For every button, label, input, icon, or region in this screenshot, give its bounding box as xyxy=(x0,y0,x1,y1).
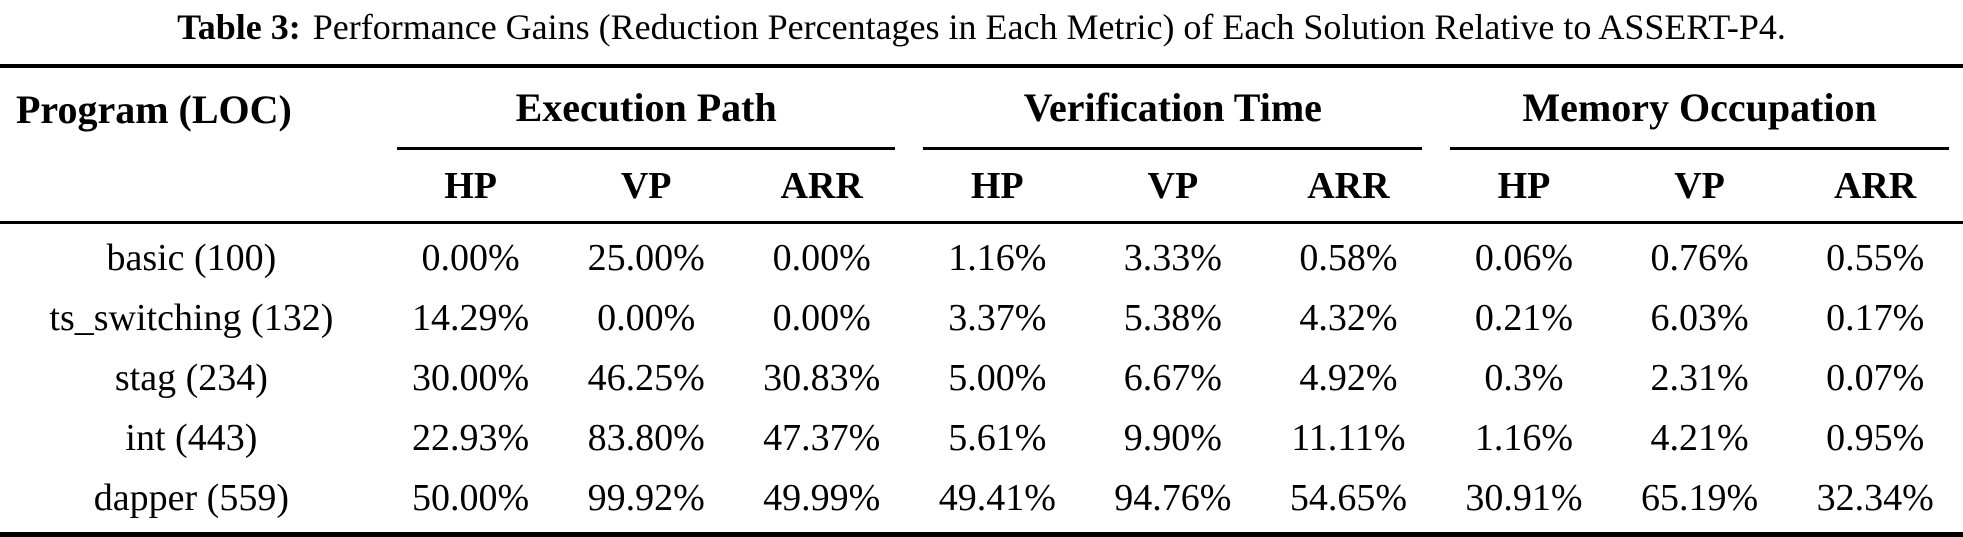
metric-cell: 14.29% xyxy=(412,297,530,339)
metric-cell: 25.00% xyxy=(587,237,705,279)
metric-cell: 0.95% xyxy=(1826,417,1925,459)
program-cell: basic (100) xyxy=(106,237,277,279)
execution-path-label: Execution Path xyxy=(515,85,777,130)
subheader-mo-hp: HP xyxy=(1436,150,1612,224)
metric-cell: 11.11% xyxy=(1291,417,1406,459)
metric-cell: 4.32% xyxy=(1299,297,1398,339)
metric-cell: 0.07% xyxy=(1826,357,1925,399)
metric-cell: 50.00% xyxy=(412,477,530,519)
metric-cell: 0.00% xyxy=(421,237,520,279)
metric-cell: 1.16% xyxy=(948,237,1047,279)
metric-cell: 6.67% xyxy=(1123,357,1222,399)
metric-cell: 83.80% xyxy=(587,417,705,459)
group-header-memory-occupation: Memory Occupation xyxy=(1436,66,1963,150)
table-row-ts-switching: ts_switching (132) 14.29% 0.00% 0.00% 3.… xyxy=(0,288,1963,348)
memory-occupation-label: Memory Occupation xyxy=(1522,85,1877,130)
metric-cell: 0.3% xyxy=(1484,357,1564,399)
table-caption-text: Performance Gains (Reduction Percentages… xyxy=(312,7,1786,47)
verification-time-label: Verification Time xyxy=(1023,85,1322,130)
metric-cell: 30.83% xyxy=(763,357,881,399)
group-header-execution-path: Execution Path xyxy=(383,66,910,150)
metric-cell: 47.37% xyxy=(763,417,881,459)
table-row-dapper: dapper (559) 50.00% 99.92% 49.99% 49.41%… xyxy=(0,468,1963,535)
metric-cell: 5.61% xyxy=(948,417,1047,459)
metric-cell: 3.33% xyxy=(1123,237,1222,279)
metric-cell: 46.25% xyxy=(587,357,705,399)
subcolumn-header-row: HP VP ARR HP VP ARR HP VP ARR xyxy=(0,150,1963,224)
metric-cell: 6.03% xyxy=(1650,297,1749,339)
program-cell: int (443) xyxy=(125,417,258,459)
program-column-header: Program (LOC) xyxy=(0,66,383,224)
metric-cell: 5.38% xyxy=(1123,297,1222,339)
subheader-mo-arr: ARR xyxy=(1787,150,1963,224)
subheader-vt-arr: ARR xyxy=(1260,150,1437,224)
metric-cell: 94.76% xyxy=(1114,477,1232,519)
program-cell: ts_switching (132) xyxy=(49,297,334,339)
metric-cell: 9.90% xyxy=(1123,417,1222,459)
metric-cell: 0.58% xyxy=(1299,237,1398,279)
metric-cell: 0.21% xyxy=(1474,297,1574,339)
table-row-basic: basic (100) 0.00% 25.00% 0.00% 1.16% 3.3… xyxy=(0,223,1963,289)
program-cell: dapper (559) xyxy=(93,477,289,519)
metric-cell: 49.41% xyxy=(938,477,1056,519)
metric-cell: 0.00% xyxy=(597,297,696,339)
execution-path-rule: Execution Path xyxy=(396,68,896,150)
subheader-ep-hp: HP xyxy=(382,150,559,224)
metric-cell: 32.34% xyxy=(1816,477,1934,519)
metric-cell: 4.92% xyxy=(1299,357,1398,399)
metric-cell: 0.76% xyxy=(1650,237,1749,279)
subheader-vt-vp: VP xyxy=(1085,150,1261,224)
table-row-int: int (443) 22.93% 83.80% 47.37% 5.61% 9.9… xyxy=(0,408,1963,468)
metric-cell: 4.21% xyxy=(1650,417,1749,459)
verification-time-rule: Verification Time xyxy=(923,68,1423,150)
metric-cell: 65.19% xyxy=(1640,477,1759,519)
subheader-ep-arr: ARR xyxy=(733,150,910,224)
metric-cell: 0.55% xyxy=(1826,237,1925,279)
metric-cell: 30.91% xyxy=(1465,477,1583,519)
program-cell: stag (234) xyxy=(114,357,268,399)
table-caption: Table 3: Performance Gains (Reduction Per… xyxy=(0,0,1963,48)
metric-cell: 0.17% xyxy=(1826,297,1925,339)
metric-cell: 99.92% xyxy=(587,477,705,519)
group-header-row: Program (LOC) Execution Path Verificatio… xyxy=(0,66,1963,224)
metric-cell: 1.16% xyxy=(1474,417,1574,459)
metric-cell: 3.37% xyxy=(948,297,1047,339)
metric-cell: 0.06% xyxy=(1474,237,1574,279)
metric-cell: 22.93% xyxy=(412,417,530,459)
performance-gains-table: Program (LOC) Execution Path Verificatio… xyxy=(0,64,1963,537)
subheader-vt-hp: HP xyxy=(909,150,1086,224)
metric-cell: 49.99% xyxy=(763,477,881,519)
group-header-verification-time: Verification Time xyxy=(909,66,1436,150)
table-caption-label: Table 3: xyxy=(177,7,301,47)
table-row-stag: stag (234) 30.00% 46.25% 30.83% 5.00% 6.… xyxy=(0,348,1963,408)
metric-cell: 54.65% xyxy=(1289,477,1407,519)
metric-cell: 2.31% xyxy=(1650,357,1749,399)
metric-cell: 0.00% xyxy=(772,237,871,279)
metric-cell: 30.00% xyxy=(412,357,530,399)
metric-cell: 5.00% xyxy=(948,357,1047,399)
memory-occupation-rule: Memory Occupation xyxy=(1450,68,1949,150)
subheader-mo-vp: VP xyxy=(1611,150,1788,224)
subheader-ep-vp: VP xyxy=(558,150,734,224)
metric-cell: 0.00% xyxy=(772,297,871,339)
